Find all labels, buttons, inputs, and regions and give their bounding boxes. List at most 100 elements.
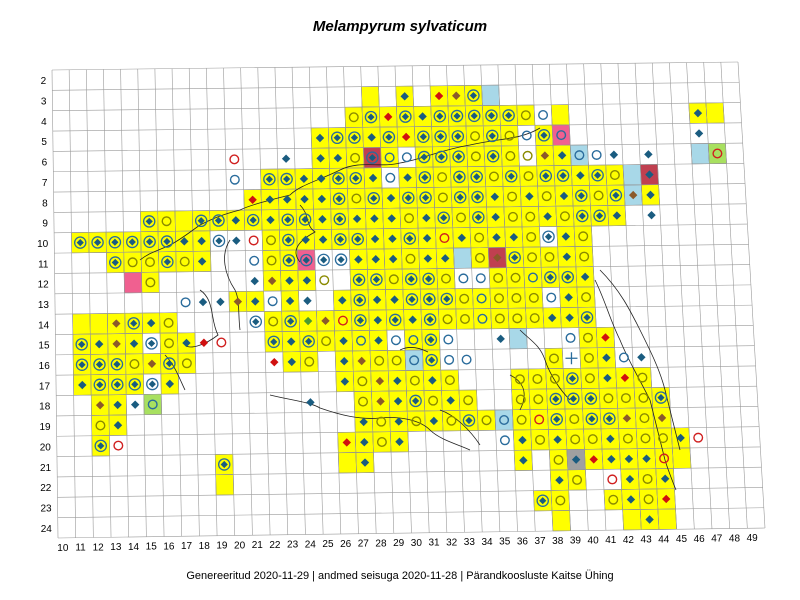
grid-cell: [89, 313, 108, 335]
occurrence-circle-blue: [461, 354, 472, 365]
occurrence-diamond-brown: [112, 319, 121, 328]
grid-cell: [550, 489, 570, 511]
occurrence-inner-diamond: [408, 295, 416, 303]
occurrence-inner-diamond: [146, 238, 154, 246]
occurrence-inner-diamond: [385, 133, 393, 141]
occurrence-diamond-blue: [340, 377, 350, 386]
occurrence-circle-diamond: [332, 192, 346, 205]
occurrence-diamond-blue: [519, 456, 528, 465]
grid-cell: [175, 251, 194, 273]
occurrence-diamond-blue: [429, 416, 439, 426]
occurrence-circle-olive: [541, 191, 552, 202]
grid-line-horizontal: [55, 325, 754, 335]
column-label: 47: [711, 534, 723, 545]
occurrence-inner-diamond: [95, 360, 104, 369]
grid-cell: [501, 145, 520, 167]
grid-cell: [406, 410, 426, 432]
grid-cell: [477, 409, 496, 431]
occurrence-circle-diamond: [348, 131, 361, 144]
grid-cell: [638, 488, 659, 510]
grid-line-vertical: [188, 68, 200, 537]
grid-cell: [578, 327, 598, 349]
occurrence-circle-diamond: [437, 211, 450, 224]
occurrence-circle-olive: [528, 292, 539, 303]
grid-cell: [537, 185, 557, 207]
grid-line-vertical: [497, 64, 518, 532]
grid-line-vertical: [446, 65, 465, 533]
grid-line-vertical: [531, 64, 554, 532]
occurrence-circle-diamond: [91, 236, 104, 249]
column-label: 13: [110, 542, 122, 553]
occurrence-diamond-blue: [457, 233, 467, 243]
occurrence-circle-blue: [476, 293, 487, 304]
occurrence-inner-diamond: [368, 154, 376, 162]
occurrence-diamond-blue: [645, 515, 654, 524]
occurrence-circle-olive: [374, 355, 385, 366]
occurrence-diamond-blue: [198, 297, 208, 307]
occurrence-diamond-blue: [644, 150, 653, 159]
occurrence-inner-diamond: [469, 91, 478, 100]
occurrence-circle-olive: [95, 420, 106, 431]
column-label: 28: [375, 538, 387, 549]
grid-line-vertical: [154, 68, 165, 537]
occurrence-circle-diamond: [282, 233, 295, 247]
occurrence-diamond-blue: [647, 210, 656, 220]
occurrence-inner-diamond: [285, 256, 293, 264]
grid-cell: [125, 353, 144, 375]
occurrence-circle-diamond: [556, 169, 570, 182]
occurrence-diamond-blue: [216, 297, 225, 307]
grid-cell: [545, 368, 565, 390]
grid-line-vertical: [137, 68, 147, 537]
occurrence-circle-diamond: [108, 235, 122, 249]
occurrence-diamond-brown: [452, 91, 461, 100]
occurrence-inner-diamond: [473, 173, 481, 181]
occurrence-diamond-blue: [393, 376, 402, 386]
grid-line-horizontal: [51, 61, 739, 71]
occurrence-inner-diamond: [419, 133, 427, 141]
grid-line-vertical: [429, 65, 448, 533]
occurrence-circle-olive: [529, 313, 540, 324]
occurrence-inner-diamond: [440, 214, 448, 222]
grid-cell: [540, 246, 559, 268]
occurrence-diamond-blue: [339, 336, 348, 346]
occurrence-circle-diamond: [126, 235, 139, 249]
occurrence-circle-diamond: [544, 271, 557, 284]
occurrence-inner-diamond: [165, 359, 174, 368]
grid-line-vertical: [480, 64, 501, 532]
occurrence-inner-diamond: [355, 276, 363, 284]
grid-cell: [435, 227, 454, 249]
occurrence-diamond-blue: [564, 293, 573, 302]
row-label: 20: [40, 442, 52, 453]
occurrence-inner-diamond: [350, 133, 359, 142]
occurrence-circle-olive: [572, 474, 583, 485]
occurrence-circle-diamond: [453, 190, 467, 204]
grid-cell: [527, 368, 547, 390]
occurrence-circle-diamond: [142, 215, 156, 228]
occurrence-diamond-brown: [357, 356, 366, 366]
occurrence-circle-diamond: [450, 109, 464, 123]
occurrence-circle-olive: [620, 393, 631, 404]
occurrence-diamond-blue: [317, 194, 327, 204]
grid-cell: [633, 387, 653, 409]
occurrence-inner-diamond: [367, 113, 375, 121]
row-label: 8: [42, 198, 48, 209]
grid-cell: [507, 287, 526, 309]
occurrence-circle-diamond: [353, 293, 366, 307]
occurrence-circle-olive: [405, 253, 416, 264]
map-footer: Genereeritud 2020-11-29 | andmed seisuga…: [186, 570, 614, 582]
occurrence-inner-diamond: [130, 319, 138, 327]
grid-cell: [404, 349, 424, 371]
occurrence-inner-diamond: [147, 339, 156, 348]
occurrence-inner-diamond: [370, 194, 378, 202]
occurrence-circle-diamond: [561, 270, 574, 284]
occurrence-circle-olive: [520, 110, 531, 121]
grid-cell: [506, 267, 525, 289]
occurrence-diamond-blue: [231, 216, 241, 225]
grid-cell: [529, 409, 549, 431]
occurrence-circle-olive: [145, 277, 156, 288]
column-label: 36: [517, 536, 529, 547]
grid-cell: [333, 310, 353, 332]
grid-cell: [143, 393, 162, 415]
occurrence-inner-diamond: [427, 336, 435, 344]
occurrence-inner-diamond: [511, 253, 519, 262]
